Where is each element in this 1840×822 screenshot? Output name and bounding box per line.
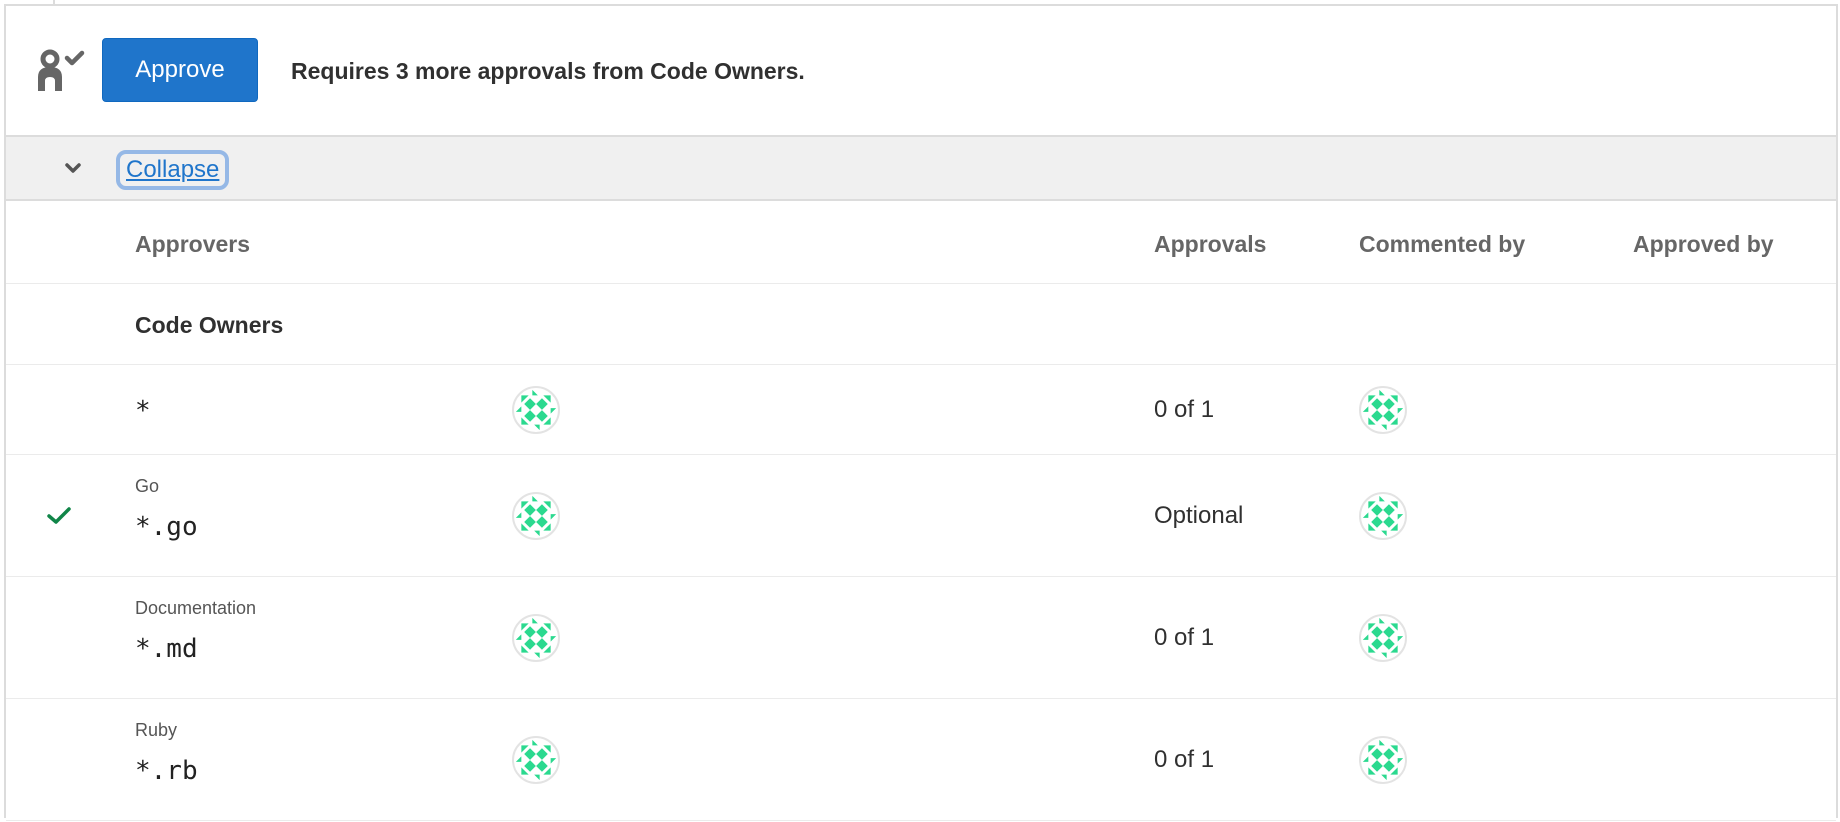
approval-icon xyxy=(38,49,85,91)
approver-avatar[interactable] xyxy=(512,492,560,540)
section-row: Code Owners xyxy=(6,284,1836,365)
rule-name: Go xyxy=(135,476,160,496)
approvals-count: 0 of 1 xyxy=(1154,624,1215,651)
rule-pattern: *.rb xyxy=(135,756,198,786)
commenter-avatar[interactable] xyxy=(1359,386,1407,434)
rule-pattern: * xyxy=(135,396,151,426)
divider xyxy=(53,0,55,4)
table-row: * 0 of 1 xyxy=(6,365,1836,455)
column-approved-by: Approved by xyxy=(1633,231,1774,257)
table-header: Approvers Approvals Commented by Approve… xyxy=(6,201,1836,284)
commenter-avatar[interactable] xyxy=(1359,736,1407,784)
approver-avatar[interactable] xyxy=(512,736,560,784)
approvals-count: 0 of 1 xyxy=(1154,746,1215,773)
rule-name: Ruby xyxy=(135,720,178,740)
approver-avatar[interactable] xyxy=(512,614,560,662)
column-approvals: Approvals xyxy=(1154,231,1267,257)
collapse-bar: Collapse xyxy=(6,135,1836,201)
rule-pattern: *.go xyxy=(135,512,198,542)
commenter-avatar[interactable] xyxy=(1359,492,1407,540)
chevron-down-icon[interactable] xyxy=(64,161,82,175)
rule-pattern: *.md xyxy=(135,634,198,664)
rule-name: Documentation xyxy=(135,598,257,618)
approve-button[interactable]: Approve xyxy=(102,38,258,102)
collapse-link[interactable]: Collapse xyxy=(116,150,230,190)
check-icon xyxy=(47,507,71,524)
section-title: Code Owners xyxy=(135,312,284,338)
approval-requirement-text: Requires 3 more approvals from Code Owne… xyxy=(291,58,805,84)
approvals-widget: Approve Requires 3 more approvals from C… xyxy=(4,4,1838,821)
column-approvers: Approvers xyxy=(135,231,251,257)
table-row: Documentation *.md 0 of 1 xyxy=(6,577,1836,699)
column-commented-by: Commented by xyxy=(1359,231,1526,257)
approver-avatar[interactable] xyxy=(512,386,560,434)
approvals-header: Approve Requires 3 more approvals from C… xyxy=(6,6,1836,135)
approvals-count: Optional xyxy=(1154,502,1244,529)
table-row: Go *.go Optional xyxy=(6,455,1836,577)
approvals-count: 0 of 1 xyxy=(1154,396,1215,423)
table-row: Ruby *.rb 0 of 1 xyxy=(6,699,1836,821)
commenter-avatar[interactable] xyxy=(1359,614,1407,662)
